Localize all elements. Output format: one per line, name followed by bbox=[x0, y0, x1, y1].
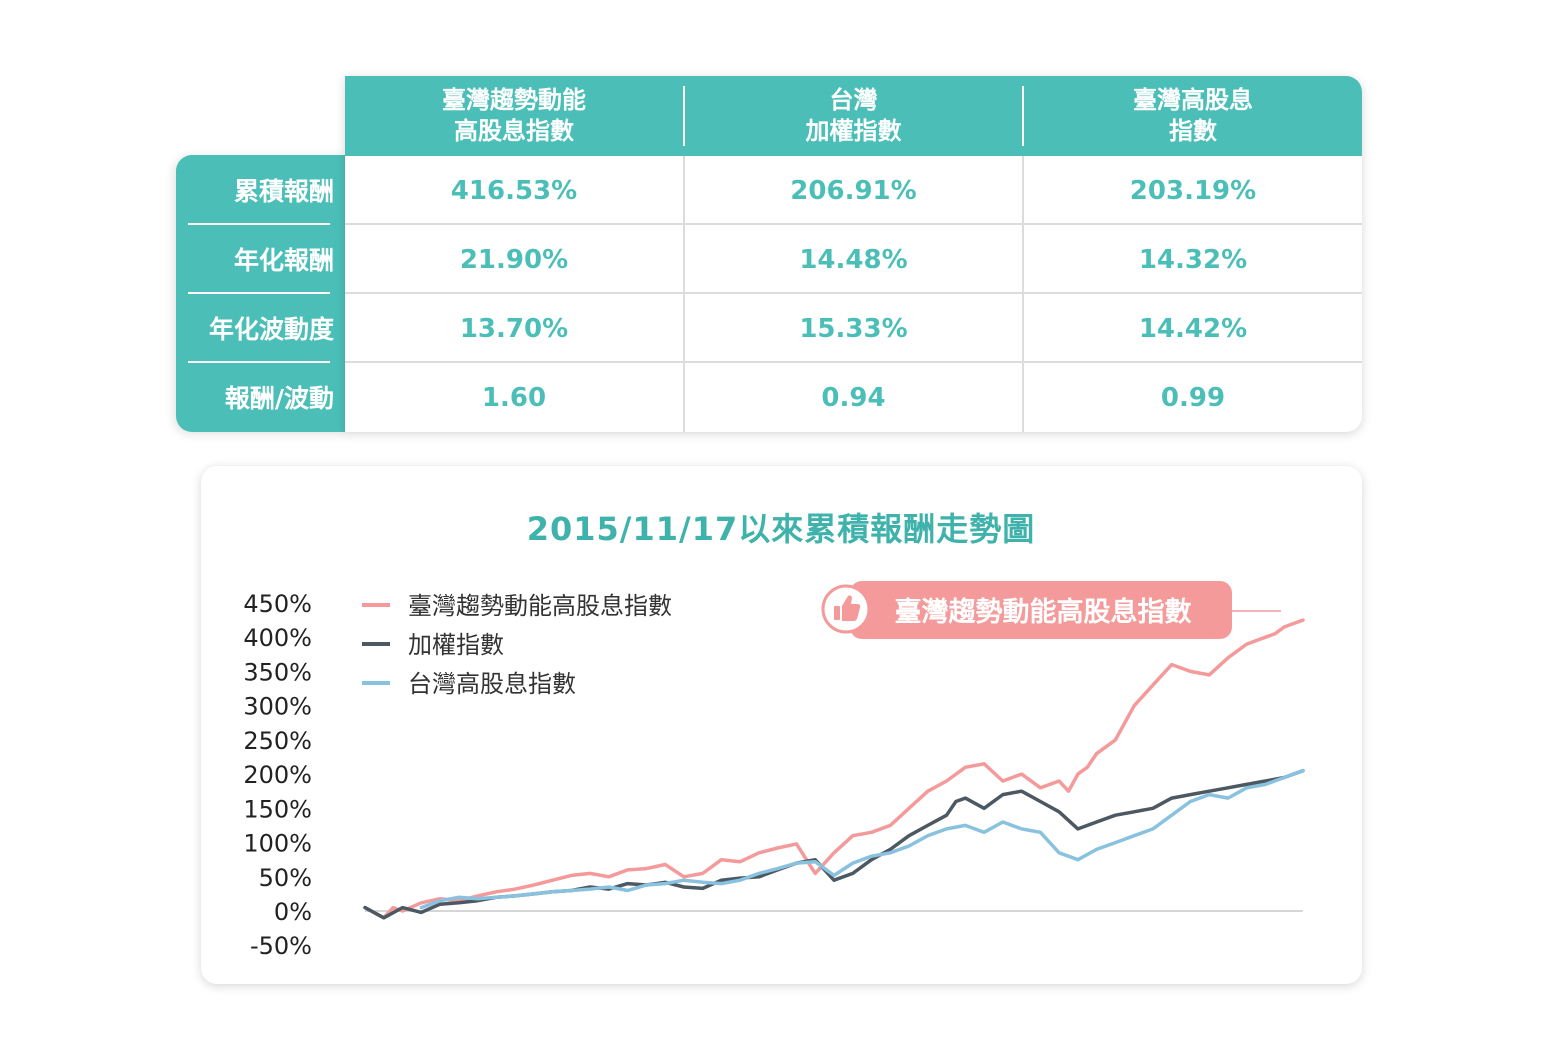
callout-box bbox=[850, 581, 1232, 639]
y-tick-label: 400% bbox=[243, 624, 312, 652]
y-tick-label: 50% bbox=[259, 864, 312, 892]
table-header: 臺灣趨勢動能 高股息指數 台灣 加權指數 臺灣高股息 指數 bbox=[345, 76, 1362, 156]
column-header-taiex: 台灣 加權指數 bbox=[805, 86, 902, 145]
series-line-high-dividend bbox=[419, 768, 1305, 910]
row-label-annual-return: 年化報酬 bbox=[233, 245, 334, 275]
table-cell: 0.99 bbox=[1160, 382, 1226, 413]
series-line-momentum bbox=[363, 618, 1305, 920]
row-divider bbox=[188, 223, 330, 225]
thumbs-up-icon bbox=[834, 595, 861, 621]
series-callout: 臺灣趨勢動能高股息指數 bbox=[821, 581, 1281, 639]
table-cell: 14.48% bbox=[799, 244, 908, 275]
y-tick-label: 0% bbox=[274, 898, 312, 926]
series-layer bbox=[363, 618, 1305, 920]
table-cell: 416.53% bbox=[450, 175, 578, 206]
y-tick-label: 350% bbox=[243, 658, 312, 686]
legend-label-high-dividend: 台灣高股息指數 bbox=[408, 670, 576, 698]
y-tick-label: 100% bbox=[243, 830, 312, 858]
table-cell: 14.42% bbox=[1138, 313, 1248, 344]
chart-card bbox=[201, 466, 1362, 984]
y-tick-label: 250% bbox=[243, 727, 312, 755]
table-cell: 15.33% bbox=[799, 313, 908, 344]
table-cell: 203.19% bbox=[1129, 175, 1257, 206]
header-divider bbox=[1022, 86, 1024, 146]
row-divider bbox=[345, 223, 1362, 225]
y-axis: 450% 400% 350% 300% 250% 200% 150% 100% 50% 0% -50… bbox=[243, 590, 312, 960]
column-header-high-dividend-index: 臺灣高股息 指數 bbox=[1133, 86, 1253, 145]
row-label-return-volatility: 報酬/波動 bbox=[224, 383, 334, 413]
row-divider bbox=[345, 292, 1362, 294]
column-header-momentum-index: 臺灣趨勢動能 高股息指數 bbox=[442, 86, 586, 145]
row-divider bbox=[188, 292, 330, 294]
row-label-annual-volatility: 年化波動度 bbox=[208, 314, 334, 344]
row-divider bbox=[188, 361, 330, 363]
y-tick-label: 300% bbox=[243, 693, 312, 721]
table-cell: 13.70% bbox=[459, 313, 569, 344]
row-label-cumulative-return: 累積報酬 bbox=[233, 176, 334, 206]
column-divider bbox=[1022, 156, 1024, 432]
y-tick-label: 200% bbox=[243, 761, 312, 789]
table-cell: 0.94 bbox=[821, 382, 886, 413]
legend: 臺灣趨勢動能高股息指數 加權指數 台灣高股息指數 bbox=[362, 592, 672, 698]
legend-label-taiex: 加權指數 bbox=[408, 631, 504, 659]
legend-label-momentum: 臺灣趨勢動能高股息指數 bbox=[408, 592, 672, 620]
y-tick-label: 450% bbox=[243, 590, 312, 618]
callout-label: 臺灣趨勢動能高股息指數 bbox=[895, 596, 1192, 628]
table-cell: 1.60 bbox=[481, 382, 547, 413]
header-divider bbox=[683, 86, 685, 146]
comparison-table: 臺灣趨勢動能 高股息指數 台灣 加權指數 臺灣高股息 指數 416.53% 20… bbox=[345, 76, 1362, 432]
table-cell: 21.90% bbox=[459, 244, 569, 275]
row-divider bbox=[345, 361, 1362, 363]
row-header-column: 累積報酬 年化報酬 年化波動度 報酬/波動 bbox=[176, 155, 348, 432]
y-tick-label: 150% bbox=[243, 795, 312, 823]
chart-title: 2015/11/17以來累積報酬走勢圖 bbox=[526, 510, 1036, 548]
column-divider bbox=[683, 156, 685, 432]
table-cell: 206.91% bbox=[790, 175, 917, 206]
table-cell: 14.32% bbox=[1138, 244, 1248, 275]
y-tick-label: -50% bbox=[250, 932, 312, 960]
